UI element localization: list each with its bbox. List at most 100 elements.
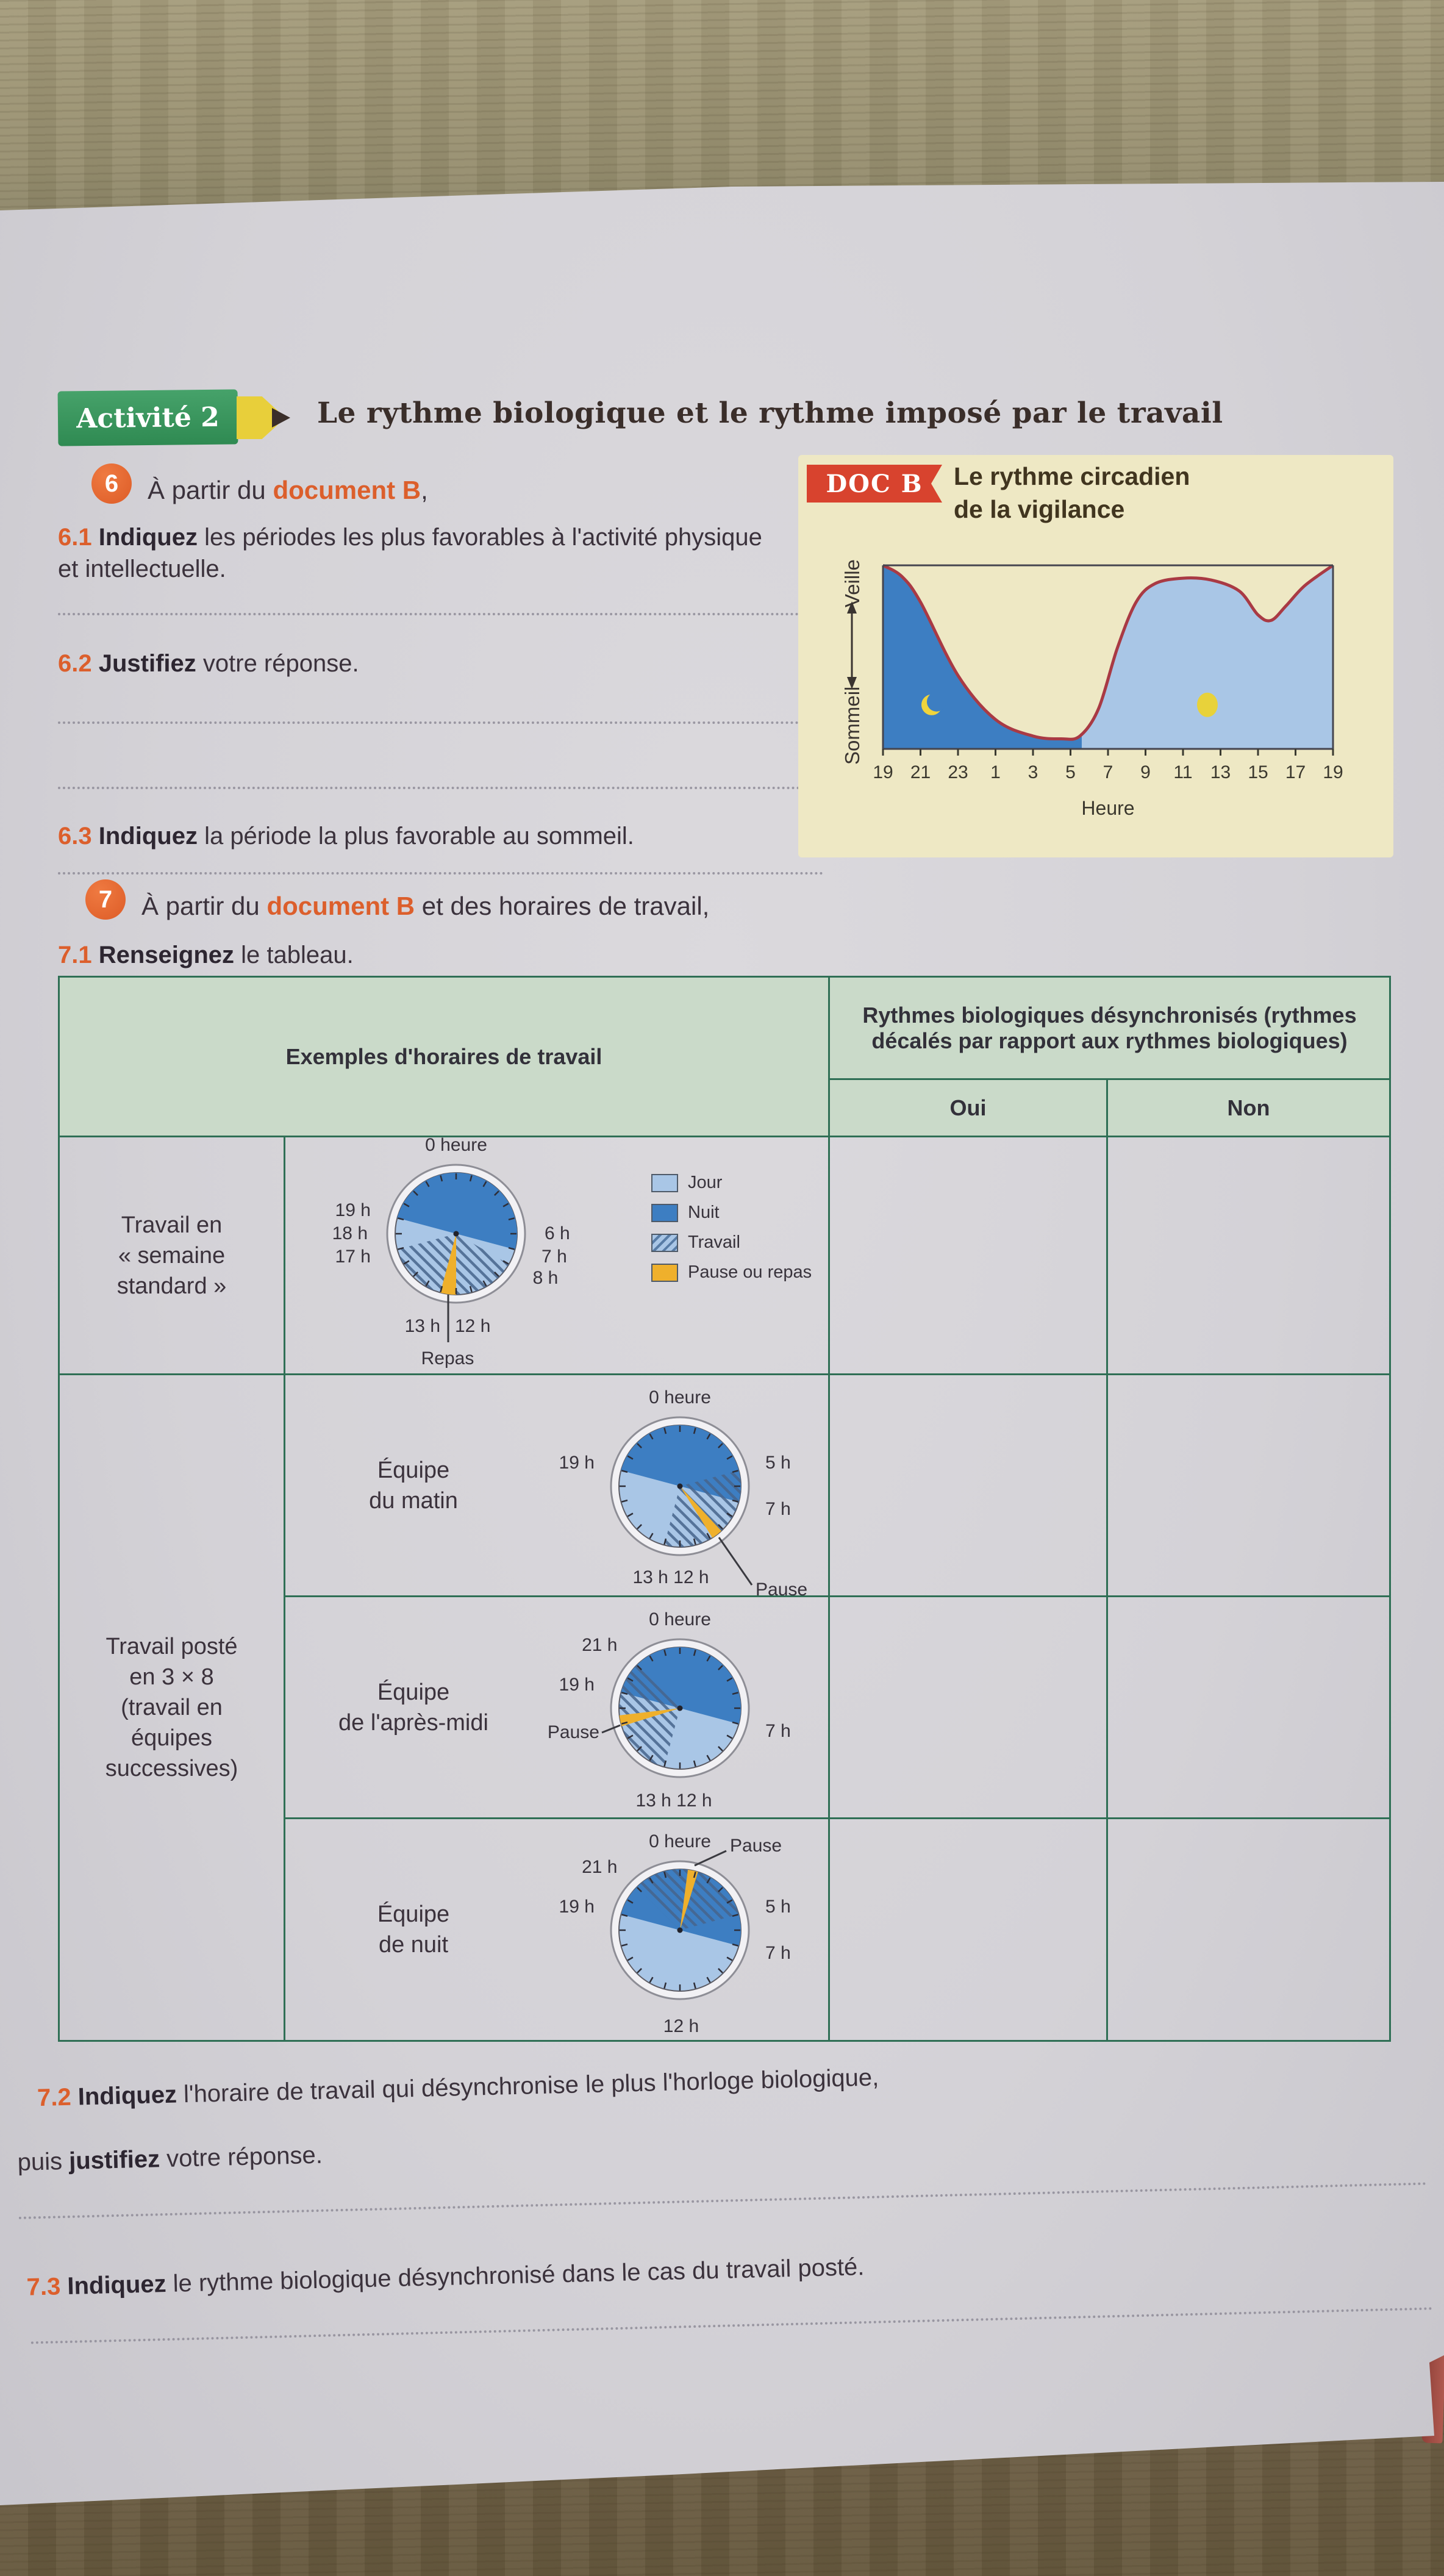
q6-2-text: votre réponse. — [196, 650, 359, 677]
clock-annotation: Pause — [547, 1722, 599, 1742]
dial-pause — [440, 1234, 456, 1295]
x-tick-label: 21 — [910, 762, 931, 782]
clock-hour-label: 8 h — [532, 1267, 559, 1288]
legend-label: Travail — [688, 1233, 740, 1252]
question-7-2: 7.2 Indiquez l'horaire de travail qui dé… — [37, 2048, 1415, 2114]
table-header-oui: Oui — [828, 1078, 1108, 1137]
clock-hour-label: 21 h — [582, 1635, 618, 1656]
clock-hour-label: 0 heure — [425, 1135, 487, 1155]
clock-annotation: 13 h 12 h — [632, 1567, 709, 1587]
q7-intro-pre: À partir du — [141, 892, 267, 920]
clock-hour-label: 0 heure — [649, 1831, 711, 1852]
clock-annotation: 12 h — [455, 1316, 491, 1336]
q7-3-number: 7.3 — [26, 2273, 61, 2301]
work-schedule-table: Exemples d'horaires de travail Rythmes b… — [58, 976, 1392, 2042]
table-header-rhythms: Rythmes biologiques désynchronisés (ryth… — [827, 976, 1392, 1080]
x-tick-label: 1 — [990, 762, 1001, 782]
answer-cell-apres-midi-oui[interactable] — [828, 1595, 1108, 1819]
q7-1-keyword: Renseignez — [98, 942, 235, 968]
question-6-number: 6 — [91, 463, 132, 504]
page-title: Le rythme biologique et le rythme imposé… — [317, 396, 1223, 430]
q6-2-keyword: Justifiez — [98, 650, 196, 677]
legend-label: Jour — [688, 1173, 723, 1192]
doc-b-title-line2: de la vigilance — [954, 495, 1125, 523]
x-tick-label: 9 — [1140, 762, 1151, 782]
answer-line-6-3[interactable] — [58, 872, 823, 875]
legend-item-day: Jour — [651, 1173, 812, 1193]
legend-label: Pause ou repas — [688, 1262, 812, 1282]
answer-cell-standard-oui[interactable] — [828, 1136, 1108, 1375]
shift-label-nuit: Équipe de nuit — [377, 1902, 450, 1958]
doc-b-badge-label: DOC B — [826, 469, 923, 498]
answer-cell-matin-non[interactable] — [1106, 1373, 1392, 1597]
clock-annotation: 13 h 12 h — [635, 1791, 712, 1811]
dial-pause — [680, 1486, 721, 1538]
clock-annotation: 12 h — [663, 2016, 699, 2036]
answer-line-7-3[interactable] — [30, 2307, 1434, 2344]
clock-hour-label: 17 h — [335, 1246, 371, 1267]
question-7-intro: À partir du document B et des horaires d… — [141, 890, 709, 922]
x-tick-label: 5 — [1065, 762, 1076, 782]
clock-hour-label: 7 h — [765, 1498, 791, 1519]
question-7-number: 7 — [85, 879, 126, 920]
legend-item-pause: Pause ou repas — [651, 1262, 812, 1283]
answer-cell-standard-non[interactable] — [1106, 1136, 1392, 1375]
q6-doc-ref: document B — [273, 476, 421, 504]
answer-line-6-2a[interactable] — [58, 721, 799, 724]
clock-hour-label: 19 h — [335, 1200, 371, 1221]
answer-cell-matin-oui[interactable] — [828, 1373, 1108, 1597]
clock-hour-label: 19 h — [559, 1453, 595, 1473]
answer-cell-nuit-non[interactable] — [1106, 1817, 1392, 2042]
day-area — [883, 565, 1333, 749]
q7-1-text: le tableau. — [234, 942, 354, 968]
clock-hour-label: 6 h — [545, 1223, 570, 1243]
x-tick-label: 15 — [1248, 762, 1268, 782]
vigilance-curve — [882, 564, 1334, 741]
clock-hour-label: 0 heure — [649, 1387, 711, 1408]
question-7-1: 7.1 Renseignez le tableau. — [58, 939, 354, 971]
doc-b-title-line1: Le rythme circadien — [954, 462, 1190, 490]
x-tick-label: 17 — [1285, 762, 1306, 782]
q6-2-number: 6.2 — [58, 650, 92, 677]
x-tick-label: 23 — [948, 762, 968, 782]
answer-line-6-1[interactable] — [58, 613, 799, 615]
x-tick-label: 19 — [1323, 762, 1343, 782]
question-7-digit: 7 — [98, 886, 113, 913]
table-header-examples: Exemples d'horaires de travail — [58, 976, 830, 1137]
clock-legend: Jour Nuit Travail Pause ou repas — [651, 1173, 812, 1283]
x-tick-label: 13 — [1210, 762, 1231, 782]
answer-line-7-2[interactable] — [18, 2182, 1428, 2219]
clock-face-semaine-standard — [386, 1164, 526, 1342]
pause-leader-line — [694, 1850, 727, 1867]
answer-line-6-2b[interactable] — [58, 787, 805, 789]
q7-3-keyword: Indiquez — [66, 2270, 167, 2300]
pause-leader-line — [718, 1537, 753, 1586]
clock-cell-apres-midi: Équipe de l'après-midi 0 heure 21 h 19 h 7 … — [284, 1595, 830, 1819]
legend-item-work: Travail — [651, 1233, 812, 1253]
clock-hour-label: 19 h — [559, 1675, 595, 1695]
question-6-1: 6.1 Indiquez les périodes les plus favor… — [58, 521, 765, 585]
question-7-3: 7.3 Indiquez le rythme biologique désync… — [26, 2238, 1417, 2303]
row-label-semaine-standard: Travail en « semaine standard » — [58, 1136, 285, 1375]
legend-item-night: Nuit — [651, 1203, 812, 1223]
clock-face-equipe-de-nuit — [610, 1850, 750, 2000]
clock-cell-matin: Équipe du matin 0 heure 19 h 5 h 7 h 13 h 12… — [284, 1373, 830, 1600]
q7-2-number: 7.2 — [37, 2083, 72, 2112]
answer-cell-apres-midi-non[interactable] — [1106, 1595, 1392, 1819]
q7-2-text: l'horaire de travail qui désynchronise l… — [176, 2064, 879, 2108]
doc-b-title: Le rythme circadien de la vigilance — [954, 460, 1190, 526]
q6-intro-post: , — [421, 476, 428, 504]
legend-swatch-pause — [651, 1263, 678, 1282]
activity-badge: Activité 2 — [57, 389, 238, 446]
clock-hour-label: 5 h — [765, 1453, 791, 1473]
legend-label: Nuit — [688, 1203, 720, 1222]
answer-cell-nuit-oui[interactable] — [828, 1817, 1108, 2042]
clock-hour-label: 7 h — [542, 1246, 567, 1267]
q7-intro-post: et des horaires de travail, — [415, 892, 710, 920]
legend-swatch-work — [651, 1233, 678, 1252]
activity-badge-label: Activité 2 — [76, 401, 220, 434]
clock-annotation: 13 h — [404, 1316, 440, 1336]
